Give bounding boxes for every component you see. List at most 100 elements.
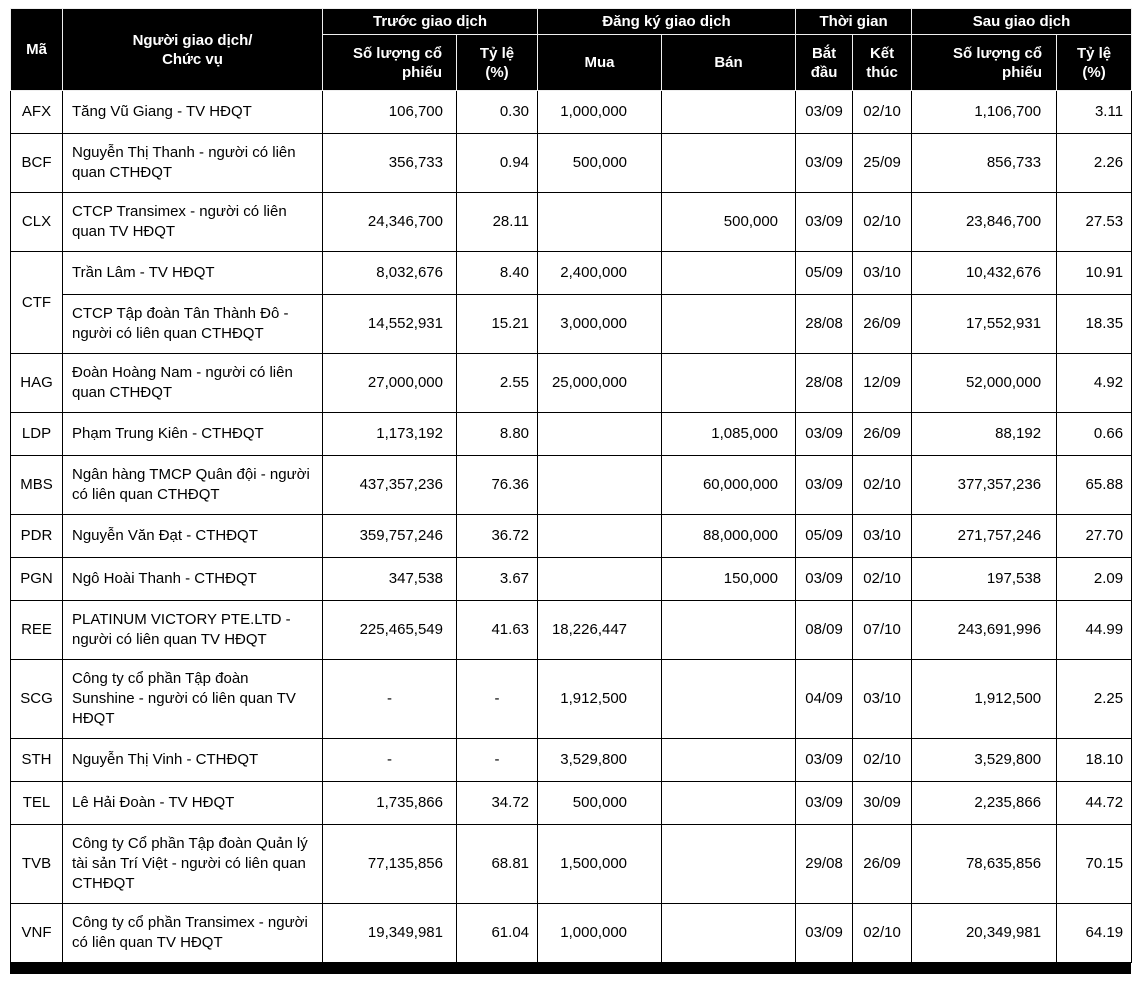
- before-ratio-cell: 8.40: [455, 251, 539, 295]
- header-buy: Mua: [537, 34, 663, 91]
- sell-shares-cell: [661, 738, 797, 782]
- header-after-shares: Số lượng cổ phiếu: [911, 34, 1058, 91]
- buy-shares-cell: [537, 557, 663, 601]
- after-shares-cell: 2,235,866: [911, 781, 1058, 825]
- end-date-cell: 02/10: [852, 738, 913, 782]
- table-row: BCF Nguyễn Thị Thanh - người có liên quan…: [10, 133, 1133, 193]
- ticker-code-cell: REE: [10, 600, 63, 660]
- before-ratio-cell: 41.63: [455, 600, 539, 660]
- ticker-code-cell: BCF: [10, 133, 63, 193]
- table-row: PDR Nguyễn Văn Đạt - CTHĐQT 359,757,246 36.…: [10, 514, 1133, 558]
- sell-shares-cell: [661, 600, 797, 660]
- page: Mã Người giao dịch/ Chức vụ Trước giao d…: [10, 8, 1133, 974]
- person-name-cell: Công ty cổ phần Tập đoàn Sunshine - ngườ…: [62, 659, 323, 739]
- start-date-cell: 03/09: [795, 412, 854, 456]
- start-date-cell: 03/09: [795, 903, 854, 963]
- table-row: STH Nguyễn Thị Vinh - CTHĐQT - -3,529,800 03…: [10, 738, 1133, 782]
- end-date-cell: 02/10: [852, 557, 913, 601]
- sell-shares-cell: [661, 353, 797, 413]
- ticker-code-cell: MBS: [10, 455, 63, 515]
- after-ratio-cell: 3.11: [1056, 90, 1133, 134]
- sell-shares-cell: 60,000,000: [661, 455, 797, 515]
- table-row: LDP Phạm Trung Kiên - CTHĐQT 1,173,192 8.80…: [10, 412, 1133, 456]
- end-date-cell: 26/09: [852, 412, 913, 456]
- buy-shares-cell: [537, 455, 663, 515]
- person-name-cell: Trần Lâm - TV HĐQT: [62, 251, 323, 295]
- after-shares-cell: 271,757,246: [911, 514, 1058, 558]
- header-before-shares: Số lượng cổ phiếu: [322, 34, 457, 91]
- end-date-cell: 03/10: [852, 514, 913, 558]
- after-ratio-cell: 0.66: [1056, 412, 1133, 456]
- start-date-cell: 03/09: [795, 557, 854, 601]
- after-shares-cell: 377,357,236: [911, 455, 1058, 515]
- before-ratio-cell: 8.80: [455, 412, 539, 456]
- ticker-code-cell: LDP: [10, 412, 63, 456]
- person-name-cell: Nguyễn Văn Đạt - CTHĐQT: [62, 514, 323, 558]
- next-section-header-bar: [10, 963, 1131, 974]
- table-body: AFX Tăng Vũ Giang - TV HĐQT 106,700 0.30 1,0…: [10, 90, 1133, 963]
- start-date-cell: 05/09: [795, 251, 854, 295]
- start-date-cell: 28/08: [795, 353, 854, 413]
- buy-shares-cell: 1,000,000: [537, 903, 663, 963]
- sell-shares-cell: [661, 133, 797, 193]
- sell-shares-cell: 500,000: [661, 192, 797, 252]
- end-date-cell: 25/09: [852, 133, 913, 193]
- start-date-cell: 03/09: [795, 90, 854, 134]
- table-row: PGN Ngô Hoài Thanh - CTHĐQT 347,538 3.67 150…: [10, 557, 1133, 601]
- before-ratio-cell: -: [455, 738, 539, 782]
- header-group-after-transaction: Sau giao dịch: [911, 8, 1133, 35]
- after-shares-cell: 856,733: [911, 133, 1058, 193]
- end-date-cell: 26/09: [852, 294, 913, 354]
- after-shares-cell: 20,349,981: [911, 903, 1058, 963]
- end-date-cell: 03/10: [852, 659, 913, 739]
- header-start-date: Bắt đầu: [795, 34, 854, 91]
- after-ratio-cell: 2.09: [1056, 557, 1133, 601]
- start-date-cell: 05/09: [795, 514, 854, 558]
- ticker-code-cell: PGN: [10, 557, 63, 601]
- before-ratio-cell: 28.11: [455, 192, 539, 252]
- header-group-registered-transaction: Đăng ký giao dịch: [537, 8, 797, 35]
- before-ratio-cell: 34.72: [455, 781, 539, 825]
- buy-shares-cell: 25,000,000: [537, 353, 663, 413]
- after-shares-cell: 17,552,931: [911, 294, 1058, 354]
- after-ratio-cell: 18.35: [1056, 294, 1133, 354]
- person-name-cell: CTCP Transimex - người có liên quan TV H…: [62, 192, 323, 252]
- before-ratio-cell: 15.21: [455, 294, 539, 354]
- after-ratio-cell: 44.72: [1056, 781, 1133, 825]
- before-shares-cell: 19,349,981: [322, 903, 457, 963]
- before-shares-cell: -: [322, 659, 457, 739]
- table-row: MBS Ngân hàng TMCP Quân đội - người có li…: [10, 455, 1133, 515]
- buy-shares-cell: 1,000,000: [537, 90, 663, 134]
- ticker-code-cell: TVB: [10, 824, 63, 904]
- after-ratio-cell: 4.92: [1056, 353, 1133, 413]
- before-shares-cell: 1,735,866: [322, 781, 457, 825]
- after-shares-cell: 1,106,700: [911, 90, 1058, 134]
- after-ratio-cell: 2.26: [1056, 133, 1133, 193]
- before-shares-cell: 27,000,000: [322, 353, 457, 413]
- person-name-cell: Nguyễn Thị Thanh - người có liên quan CT…: [62, 133, 323, 193]
- before-shares-cell: -: [322, 738, 457, 782]
- table-row: AFX Tăng Vũ Giang - TV HĐQT 106,700 0.30 1,0…: [10, 90, 1133, 134]
- sell-shares-cell: [661, 294, 797, 354]
- end-date-cell: 02/10: [852, 90, 913, 134]
- after-ratio-cell: 27.70: [1056, 514, 1133, 558]
- start-date-cell: 29/08: [795, 824, 854, 904]
- sell-shares-cell: 88,000,000: [661, 514, 797, 558]
- person-name-cell: CTCP Tập đoàn Tân Thành Đô - người có li…: [62, 294, 323, 354]
- buy-shares-cell: 500,000: [537, 133, 663, 193]
- after-ratio-cell: 44.99: [1056, 600, 1133, 660]
- ticker-code-cell: AFX: [10, 90, 63, 134]
- before-ratio-cell: 36.72: [455, 514, 539, 558]
- after-ratio-cell: 2.25: [1056, 659, 1133, 739]
- table-row: TEL Lê Hải Đoàn - TV HĐQT 1,735,866 34.72 50…: [10, 781, 1133, 825]
- table-row: CTF Trần Lâm - TV HĐQT 8,032,676 8.40 2,400,…: [10, 251, 1133, 354]
- person-name-cell: Nguyễn Thị Vinh - CTHĐQT: [62, 738, 323, 782]
- ticker-code-cell: PDR: [10, 514, 63, 558]
- header-end-date: Kết thúc: [852, 34, 913, 91]
- person-name-cell: Ngân hàng TMCP Quân đội - người có liên …: [62, 455, 323, 515]
- person-name-cell: Công ty Cổ phần Tập đoàn Quản lý tài sản…: [62, 824, 323, 904]
- before-shares-cell: 24,346,700: [322, 192, 457, 252]
- ticker-code-cell: CTF: [10, 251, 63, 354]
- table-row: TVB Công ty Cổ phần Tập đoàn Quản lý tài …: [10, 824, 1133, 904]
- before-shares-cell: 77,135,856: [322, 824, 457, 904]
